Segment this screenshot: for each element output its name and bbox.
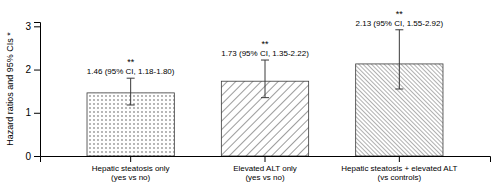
- significance-marker: **: [396, 9, 404, 19]
- significance-marker: **: [261, 39, 269, 49]
- marks: [87, 30, 443, 156]
- data-label: 1.46 (95% CI, 1.18-1.80): [87, 67, 175, 76]
- error-cap-upper: [261, 60, 269, 61]
- data-label: 1.73 (95% CI, 1.35-2.22): [221, 49, 309, 58]
- y-tick-mark: [34, 70, 40, 71]
- error-bar: [399, 30, 400, 89]
- y-tick-mark: [34, 113, 40, 114]
- error-cap-upper: [127, 78, 135, 79]
- y-tick: 2: [25, 64, 40, 75]
- error-cap-upper: [395, 29, 403, 30]
- x-axis: Hepatic steatosis only(yes vs no) Elevate…: [41, 156, 491, 182]
- y-axis: 0 1 2 3: [25, 21, 40, 162]
- x-tick: Elevated ALT only(yes vs no): [233, 156, 297, 182]
- y-tick-label: 3: [25, 21, 31, 32]
- error-cap-lower: [261, 97, 269, 98]
- x-tick-label: Hepatic steatosis + elevated ALT(vs cont…: [341, 164, 457, 182]
- x-tick-label: Elevated ALT only(yes vs no): [233, 164, 297, 182]
- y-tick-label: 1: [25, 107, 31, 118]
- y-tick: 3: [25, 21, 40, 32]
- error-bar: [265, 60, 266, 98]
- annotations: 1.46 (95% CI, 1.18-1.80) 1.73 (95% CI, 1.…: [87, 9, 444, 76]
- y-tick-mark: [34, 156, 40, 157]
- error-bar: [130, 78, 131, 105]
- y-tick-label: 2: [25, 64, 31, 75]
- error-cap-lower: [395, 89, 403, 90]
- y-axis-title: Hazard ratios and 95% CIs *: [5, 32, 15, 146]
- x-tick: Hepatic steatosis only(yes vs no): [92, 156, 170, 182]
- y-tick-label: 0: [25, 151, 31, 162]
- y-axis-line: [34, 23, 41, 157]
- x-tick-label: Hepatic steatosis only(yes vs no): [92, 164, 170, 182]
- x-tick-mark: [130, 156, 131, 162]
- y-tick-mark: [34, 26, 40, 27]
- x-tick: Hepatic steatosis + elevated ALT(vs cont…: [341, 156, 457, 182]
- x-axis-line: [41, 157, 491, 163]
- plot: 0 1 2 3 Hepatic steatosis only(yes vs no) Ele…: [25, 9, 490, 182]
- data-label: 2.13 (95% CI, 1.55-2.92): [356, 19, 444, 28]
- x-tick-mark: [265, 156, 266, 162]
- error-cap-lower: [127, 104, 135, 105]
- x-tick-mark: [399, 156, 400, 162]
- chart: 0 1 2 3 Hepatic steatosis only(yes vs no) Ele…: [0, 0, 500, 188]
- significance-marker: **: [127, 57, 135, 67]
- y-tick: 0: [25, 151, 40, 162]
- y-tick: 1: [25, 107, 40, 118]
